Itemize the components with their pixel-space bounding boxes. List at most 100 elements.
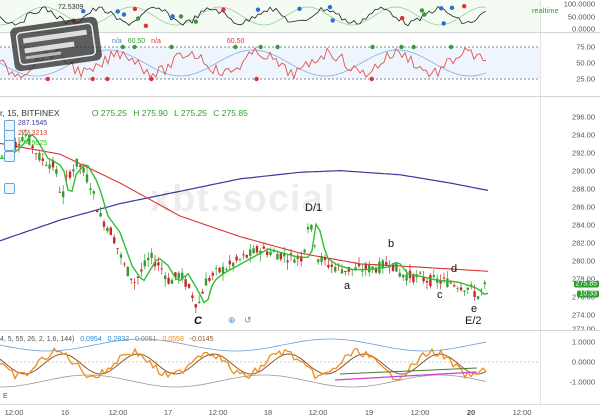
ema-fast-line <box>0 133 489 304</box>
candle-body <box>75 158 78 167</box>
signal-dot <box>441 21 446 26</box>
candle-body <box>211 272 214 276</box>
signal-dot <box>233 44 238 50</box>
candle-body <box>24 134 27 136</box>
indicator-toggle-button[interactable] <box>4 183 15 194</box>
candle-body <box>99 213 102 217</box>
last-price-tag: 275.85 <box>573 280 599 288</box>
candle-body <box>48 164 51 169</box>
candle-body <box>133 282 136 283</box>
indicator-toggle-button[interactable] <box>4 140 15 151</box>
candle-body <box>28 134 31 145</box>
candle-body <box>14 142 17 149</box>
signal-dot <box>419 8 425 13</box>
candle-body <box>364 264 367 270</box>
candle-body <box>317 259 320 262</box>
ohlc-high: H 275.90 <box>133 108 168 118</box>
candle-body <box>92 191 95 194</box>
logo-badge-icon <box>10 16 102 72</box>
candle-body <box>215 267 218 269</box>
candle-body <box>147 257 150 261</box>
candle-body <box>204 278 208 286</box>
rsi-axis: 75.00 50.00 25.00 <box>540 33 600 96</box>
top-indicator-value: 72.5309 <box>58 4 84 11</box>
time-axis-label: 19 <box>364 408 374 417</box>
signal-dot <box>143 23 149 28</box>
price-axis[interactable]: 296.00 294.00 292.00 290.00 288.00 286.0… <box>540 97 600 334</box>
macd-legend: 4, 5, 55, 26, 2, 1.6, 144) 0.0954 0.2832… <box>0 336 218 343</box>
candle-body <box>119 254 123 258</box>
macd-axis-tick: -1.0000 <box>569 377 595 387</box>
candle-body <box>272 250 276 252</box>
candle-body <box>34 153 38 155</box>
reset-button-icon[interactable]: ↺ <box>244 315 252 325</box>
candle-body <box>283 253 286 257</box>
rsi-signal-dots <box>45 44 454 82</box>
signal-dot <box>297 6 302 11</box>
wave-label-b: b <box>388 238 395 250</box>
candle-body <box>181 272 184 280</box>
signal-dot <box>399 15 405 21</box>
rsi-axis-tick: 75.00 <box>576 42 595 52</box>
candle-body <box>266 251 269 255</box>
signal-dot <box>221 7 226 12</box>
candle-body <box>340 269 344 274</box>
macd-params: 4, 5, 55, 26, 2, 1.6, 144) <box>0 336 75 343</box>
candle-body <box>269 251 272 255</box>
signal-dot <box>254 76 259 82</box>
price-axis-tick: 294.00 <box>572 130 595 140</box>
macd-value: 0.0954 <box>80 336 102 343</box>
pane-separator[interactable] <box>0 96 600 97</box>
time-axis-label: 12:00 <box>208 408 228 417</box>
macd-value: 0.0051 <box>135 336 157 343</box>
sma-mid-legend: 277.3213 <box>18 130 51 137</box>
price-pane[interactable]: r, 15, BITFINEX O 275.25 H 275.90 L 275.… <box>0 97 540 330</box>
time-axis-label: 12:00 <box>512 408 532 417</box>
top-indicator-legend: 72.5309 <box>58 4 87 11</box>
candle-body <box>232 262 235 267</box>
macd-axis: 1.0000 0.0000 -1.0000 <box>540 331 600 404</box>
price-axis-tick: 296.00 <box>572 112 595 122</box>
pane-separator[interactable] <box>0 330 600 331</box>
ema-fast-legend: 274.9025 <box>18 140 51 147</box>
macd-value: 0.2832 <box>107 336 130 343</box>
candle-body <box>398 272 401 277</box>
candle-body <box>208 277 211 281</box>
candle-body <box>41 158 44 161</box>
signal-dot <box>178 14 184 19</box>
price-axis-tick: 278.00 <box>572 274 595 284</box>
ohlc-low: L 275.25 <box>174 108 207 118</box>
signal-dot <box>135 16 141 21</box>
time-axis[interactable]: 12:00 16 12:00 17 12:00 18 12:00 19 12:0… <box>0 404 600 420</box>
candle-body <box>89 188 92 190</box>
indicator-toggle-button[interactable] <box>4 151 15 162</box>
candle-body <box>136 276 140 278</box>
wave-label-c-small: c <box>437 289 443 301</box>
macd-pane[interactable]: 4, 5, 55, 26, 2, 1.6, 144) 0.0954 0.2832… <box>0 331 540 404</box>
macd-axis-tick: 1.0000 <box>572 337 595 347</box>
signal-dot <box>411 44 416 50</box>
price-axis-tick: 274.00 <box>572 310 595 320</box>
candle-body <box>306 227 310 230</box>
candle-body <box>429 275 432 287</box>
candle-body <box>459 287 463 291</box>
price-axis-tick: 280.00 <box>572 256 595 266</box>
candle-body <box>368 265 371 273</box>
zoom-button-icon[interactable]: ⊕ <box>228 315 236 325</box>
realtime-label[interactable]: realtime <box>532 6 559 15</box>
rsi-axis-tick: 25.00 <box>576 74 595 84</box>
signal-dot <box>193 19 199 24</box>
candle-body <box>17 143 21 146</box>
pane-separator[interactable] <box>0 32 600 33</box>
top-indicator-pane[interactable]: 72.5309 <box>0 0 540 32</box>
candle-body <box>357 264 361 267</box>
candle-body <box>395 263 398 272</box>
candle-body <box>463 290 466 292</box>
candle-body <box>449 282 452 284</box>
time-axis-label: 12:00 <box>4 408 24 417</box>
candle-body <box>170 280 174 284</box>
candle-body <box>235 256 238 261</box>
signal-dot <box>149 76 154 82</box>
candle-body <box>82 167 85 173</box>
time-axis-label: 16 <box>60 408 70 417</box>
